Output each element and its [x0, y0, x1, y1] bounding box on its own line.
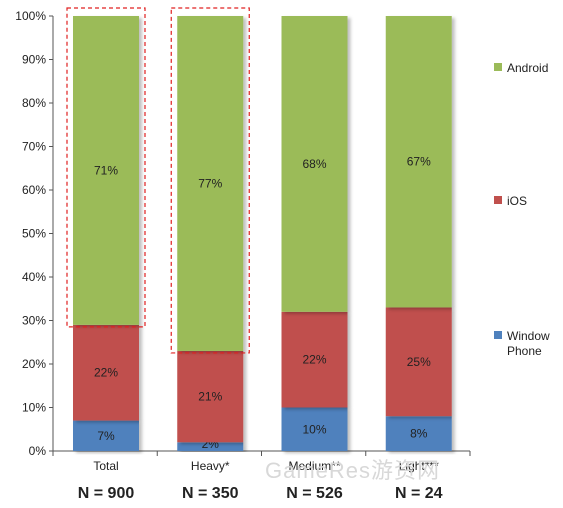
chart-category-labels: Total N = 900 Heavy* N = 350 Medium** N = 526…: [78, 459, 443, 502]
category-label: Light***: [399, 459, 439, 473]
sample-size-label: N = 350: [182, 485, 239, 502]
data-label: 67%: [407, 155, 431, 169]
sample-size-label: N = 900: [78, 485, 135, 502]
y-tick-label: 50%: [22, 227, 46, 241]
bar-segment-android: [177, 16, 244, 351]
chart-bars: 7%22%71%2%21%77%10%22%68%8%25%67%: [66, 7, 452, 451]
legend-label: Android: [507, 61, 548, 75]
data-label: 71%: [94, 163, 118, 177]
data-label: 22%: [94, 366, 118, 380]
y-tick-label: 30%: [22, 314, 46, 328]
highlight-box: [170, 7, 250, 354]
bar-segment-android: [385, 16, 452, 308]
bar-segment-ios: [73, 324, 139, 421]
y-tick-label: 60%: [22, 183, 46, 197]
category-label: Heavy*: [191, 459, 230, 473]
bar-segment-ios: [177, 350, 244, 443]
data-label: 77%: [198, 176, 222, 190]
category-label: Total: [93, 459, 118, 473]
bar-segment-android: [73, 16, 139, 325]
bar-segment-window-phone: [385, 416, 452, 451]
legend-label: Window: [507, 329, 550, 343]
category-label: Medium**: [288, 459, 340, 473]
legend-swatch: [494, 196, 502, 204]
data-label: 7%: [97, 429, 115, 443]
bar-segment-window-phone: [73, 420, 139, 451]
y-tick-label: 10%: [22, 401, 46, 415]
data-label: 8%: [410, 427, 428, 441]
y-tick-label: 20%: [22, 357, 46, 371]
y-tick-label: 40%: [22, 270, 46, 284]
data-label: 68%: [302, 157, 326, 171]
legend-swatch: [494, 331, 502, 339]
chart-axes: 0% 10% 20% 30% 40% 50% 60% 70% 80% 90% 100%: [15, 9, 471, 458]
legend-swatch: [494, 63, 502, 71]
bar-segment-android: [281, 16, 348, 312]
y-tick-label: 70%: [22, 140, 46, 154]
y-tick-label: 90%: [22, 53, 46, 67]
y-tick-label: 80%: [22, 96, 46, 110]
sample-size-label: N = 526: [286, 485, 343, 502]
data-label: 22%: [302, 353, 326, 367]
sample-size-label: N = 24: [395, 485, 443, 502]
legend-label: Phone: [507, 344, 542, 358]
legend-label: iOS: [507, 194, 527, 208]
bar-segment-ios: [281, 311, 348, 408]
highlight-box: [66, 7, 146, 328]
bar-segment-ios: [385, 307, 452, 417]
bar-segment-window-phone: [177, 442, 244, 451]
y-tick-label: 100%: [15, 9, 46, 23]
data-label: 21%: [198, 390, 222, 404]
y-tick-label: 0%: [29, 444, 47, 458]
data-label: 10%: [302, 422, 326, 436]
data-label: 25%: [407, 355, 431, 369]
bar-segment-window-phone: [281, 407, 348, 451]
watermark: GameRes游资网: [265, 458, 440, 483]
